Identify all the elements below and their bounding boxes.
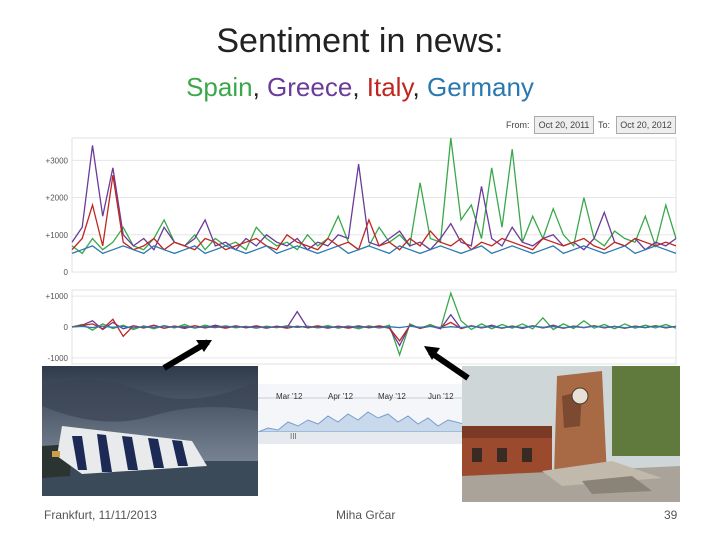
chart-0-ytick-3: 0 — [64, 268, 69, 277]
subtitle-part-0: Spain — [186, 72, 253, 102]
subtitle-part-3: , — [352, 72, 367, 102]
slide-title: Sentiment in news: — [216, 22, 504, 60]
earthquake-photo — [462, 366, 680, 502]
footer-author: Miha Grčar — [336, 508, 396, 522]
arrow-right-icon — [428, 349, 470, 381]
chart-0-ytick-0: +3000 — [46, 156, 69, 165]
timeline-month-0: Mar '12 — [276, 392, 303, 401]
from-label: From: — [506, 120, 530, 130]
timeline-month-2: May '12 — [378, 392, 406, 401]
sentiment-charts: +3000 +2000 +1000 0 +1000 0 -1000 — [46, 137, 677, 365]
subtitle-part-2: Greece — [267, 72, 353, 102]
subtitle-part-5: , — [412, 72, 427, 102]
subtitle-part-6: Germany — [426, 72, 534, 102]
timeline-month-3: Jun '12 — [428, 392, 454, 401]
timeline-month-1: Apr '12 — [328, 392, 354, 401]
chart-0-ytick-1: +2000 — [46, 194, 69, 203]
subtitle-part-1: , — [252, 72, 268, 102]
slide-subtitle: Spain, Greece, Italy, Germany — [0, 72, 720, 103]
chart-0-series-greece-line — [71, 145, 677, 251]
timeline-strip: Mar '12 Apr '12 May '12 Jun '12 III — [257, 384, 465, 444]
arrow-right-head-icon — [424, 346, 440, 360]
arrow-left-head-icon — [196, 340, 212, 352]
chart-1-ytick-1: 0 — [64, 323, 69, 332]
chart-0-series-spain-line — [71, 137, 677, 255]
subtitle-part-4: Italy — [366, 72, 413, 102]
chart-0-series-germany-line — [71, 245, 677, 255]
chart-1-ytick-0: +1000 — [46, 292, 69, 301]
chart-1-ytick-2: -1000 — [48, 354, 69, 363]
to-date-field[interactable]: Oct 20, 2012 — [616, 116, 676, 134]
chart-0-series-italy-line — [71, 175, 677, 251]
ship-photo — [42, 366, 258, 496]
footer-location-date: Frankfurt, 11/11/2013 — [44, 508, 157, 522]
from-date-field[interactable]: Oct 20, 2011 — [534, 116, 594, 134]
footer-page-number: 39 — [664, 508, 678, 522]
date-range-bar: From: Oct 20, 2011 To: Oct 20, 2012 — [500, 116, 680, 134]
chart-1-series-germany-line — [71, 325, 677, 329]
chart-0-ytick-2: +1000 — [46, 231, 69, 240]
to-label: To: — [598, 120, 611, 130]
timeline-scroll-handle[interactable]: III — [290, 432, 297, 441]
